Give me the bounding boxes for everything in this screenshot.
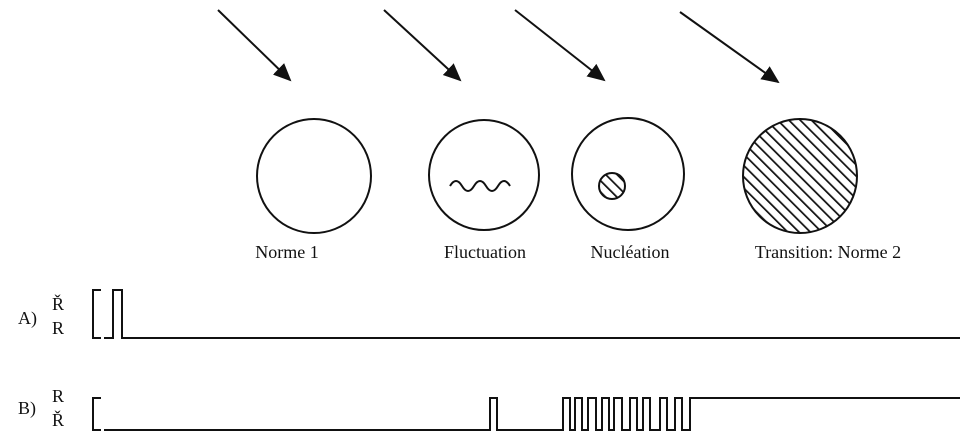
level-label: R — [52, 318, 64, 338]
state-label: Nucléation — [591, 242, 670, 262]
signal — [104, 290, 960, 338]
state-label: Transition: Norme 2 — [755, 242, 901, 262]
wave — [450, 181, 510, 191]
signal — [104, 398, 960, 430]
circle — [743, 119, 857, 233]
row-letter: A) — [18, 308, 37, 329]
state-label: Norme 1 — [255, 242, 318, 262]
arrows — [218, 10, 778, 82]
bracket — [93, 398, 101, 430]
level-label: R — [52, 386, 64, 406]
circle — [572, 118, 684, 230]
circle — [257, 119, 371, 233]
level-label: Ř — [52, 293, 64, 314]
circle — [429, 120, 539, 230]
diagram: Norme 1 Fluctuation Nucléation Transitio… — [0, 0, 966, 446]
row-letter: B) — [18, 398, 36, 419]
level-label: Ř — [52, 409, 64, 430]
bracket — [93, 290, 101, 338]
nucleus — [599, 173, 625, 199]
state-label: Fluctuation — [444, 242, 526, 262]
